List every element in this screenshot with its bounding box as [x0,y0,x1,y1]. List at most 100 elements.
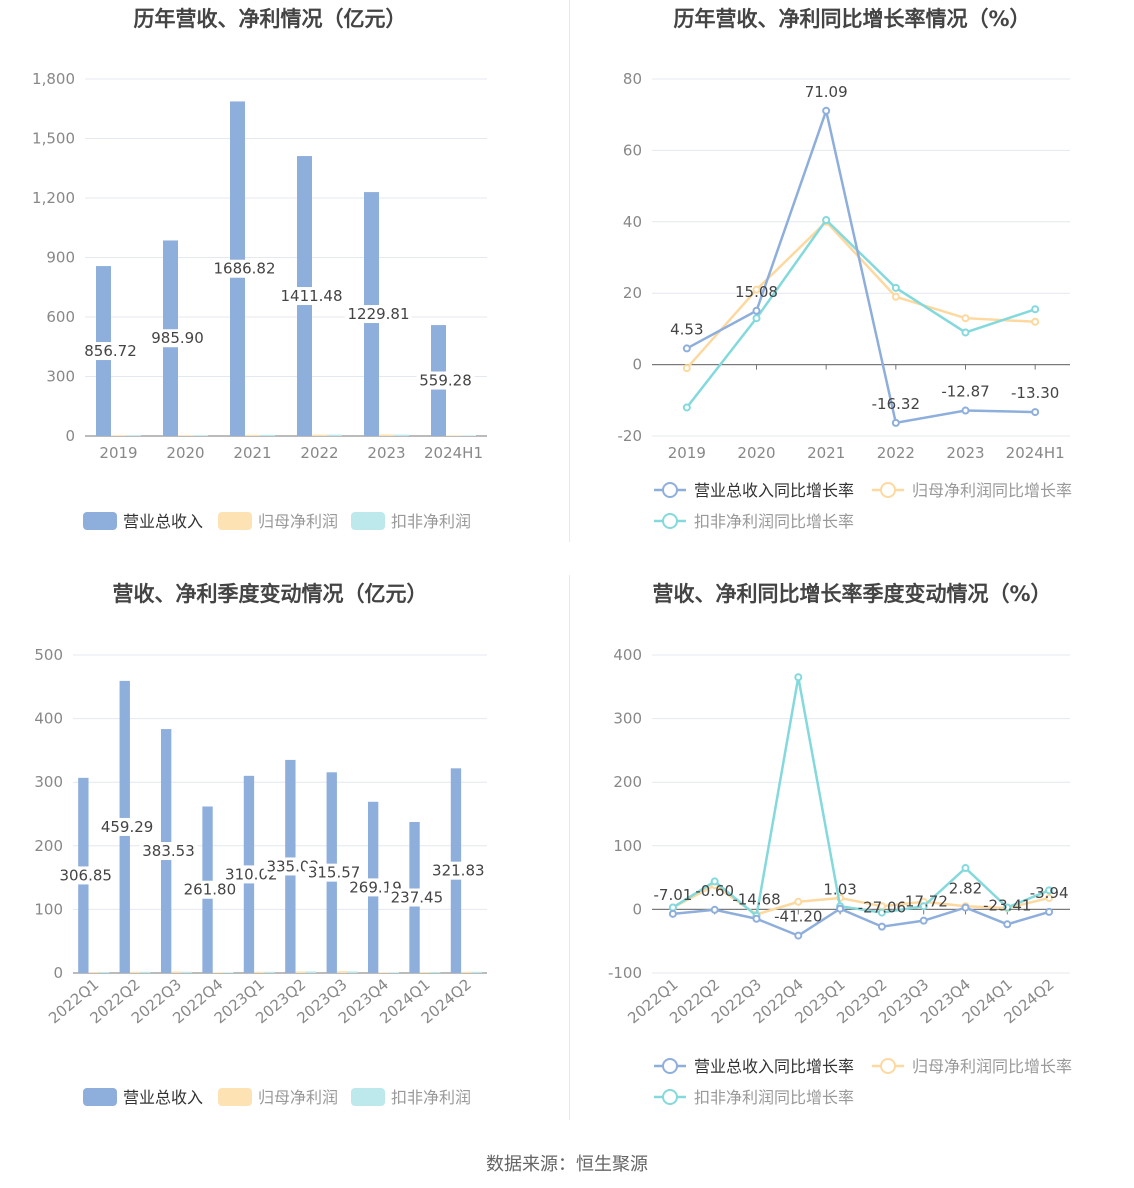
y-tick-label: -100 [608,964,642,982]
bar-deducted-profit [193,435,208,436]
panel-annual-growth: 历年营收、净利同比增长率情况（%） -20 0 20 40 60 80 2019 2020 202… [570,0,1134,545]
bar-deducted-profit [430,972,441,973]
y-tick-label: 1,200 [32,189,75,207]
x-tick-label: 2019 [99,444,137,462]
legend-label: 扣非净利润同比增长率 [694,512,854,531]
bar-net-profit [245,434,260,436]
bar-net-profit [336,971,348,973]
data-label: 261.80 [184,881,237,899]
data-label: 4.53 [670,320,703,338]
data-label-bg [387,888,446,907]
legend-label: 营业总收入 [123,1088,203,1107]
line-point [919,916,928,925]
legend-swatch [351,1088,385,1106]
legend-label: 扣非净利润 [391,1088,471,1107]
data-label-bg [416,371,475,390]
y-tick-label: 20 [623,284,642,302]
line-point [682,364,691,373]
legend-swatch [351,512,385,530]
data-label: -12.87 [941,383,989,401]
y-tick-label: 500 [34,646,63,664]
panel-annual-revenue: 历年营收、净利情况（亿元） 0 300 600 900 1,200 1,500 1,800 20… [0,0,570,545]
panel-quarterly-revenue: 营收、净利季度变动情况（亿元） 0 100 200 300 400 500 2022Q1 202… [0,570,570,1120]
data-label: 985.90 [151,329,204,347]
bar-net-profit [171,971,182,973]
bar-deducted-profit [347,971,358,973]
legend-swatch [83,1088,117,1106]
line-point [891,418,900,427]
data-label: 2.82 [949,880,982,898]
quarterly-growth-line-chart: 营收、净利同比增长率季度变动情况（%）-10001002003004002022… [608,582,1072,1107]
line-point [1031,317,1040,326]
y-tick-label: 100 [613,837,642,855]
bar-deducted-profit [305,971,317,973]
bar-net-profit [446,435,461,436]
y-tick-label: 100 [34,900,63,918]
data-label: 237.45 [391,888,444,906]
line-point [891,283,900,292]
data-label: 459.29 [101,818,154,836]
line-point [961,903,970,912]
bar-net-profit [312,434,327,436]
data-label-bg [139,842,198,861]
line-point [752,306,761,315]
bar-net-profit [212,972,224,973]
chart-title: 历年营收、净利情况（亿元） [134,7,407,31]
legend-swatch [218,1088,252,1106]
legend-label: 归母净利润 [258,1088,338,1107]
line-point [822,106,831,115]
line-point [961,328,970,337]
bar-deducted-profit [471,971,482,973]
y-tick-label: -20 [618,427,643,445]
bar-deducted-profit [98,972,110,973]
data-label: 1411.48 [280,287,342,305]
bar-net-profit [379,434,394,436]
data-label: -0.60 [695,882,734,900]
line-point [682,403,691,412]
data-label: 1.03 [823,881,856,899]
line-point [961,406,970,415]
legend-label: 扣非净利润 [391,512,471,531]
bar-deducted-profit [223,972,234,973]
line-deducted-profit-growth [672,677,1050,919]
x-tick-label: 2019 [668,444,706,462]
x-tick-label: 2021 [233,444,271,462]
y-tick-label: 1,500 [32,130,75,148]
y-tick-label: 300 [613,710,642,728]
data-label: -41.20 [774,908,822,926]
divider-top [569,0,570,542]
line-point [682,344,691,353]
chart-title: 营收、净利同比增长率季度变动情况（%） [652,582,1051,606]
legend-label: 营业总收入同比增长率 [694,481,854,500]
line-point [1003,903,1012,912]
legend-label: 归母净利润同比增长率 [912,481,1072,500]
annual-growth-line-chart: 历年营收、净利同比增长率情况（%） -20 0 20 40 60 80 2019 2020 202… [618,7,1073,531]
bar-deducted-profit [388,972,400,973]
x-tick-label: 2024H1 [1006,444,1065,462]
bar-net-profit [295,971,306,973]
bar-net-profit [129,971,141,973]
data-label: -14.68 [732,891,780,909]
y-tick-label: 200 [613,773,642,791]
data-label: 315.57 [308,864,361,882]
line-net-profit-growth [685,220,1036,369]
line-point [752,914,761,923]
divider-bottom [569,575,570,1120]
data-label: 1229.81 [347,305,409,323]
legend-label: 营业总收入同比增长率 [694,1057,854,1076]
line-point [961,864,970,873]
line-point [794,897,803,906]
bar-deducted-profit [327,434,342,436]
bar-net-profit [88,972,99,973]
legend-label: 扣非净利润同比增长率 [694,1088,854,1107]
line-point [710,905,719,914]
data-label-bg [211,259,278,278]
data-label: 15.08 [735,283,778,301]
legend-label: 营业总收入 [123,512,203,531]
y-tick-label: 40 [623,213,642,231]
data-label: -27.06 [858,899,906,917]
line-point [822,216,831,225]
x-tick-label: 2023 [946,444,984,462]
annual-revenue-bar-chart: 历年营收、净利情况（亿元） 0 300 600 900 1,200 1,500 1,800 20… [32,7,487,531]
line-point [877,922,886,931]
